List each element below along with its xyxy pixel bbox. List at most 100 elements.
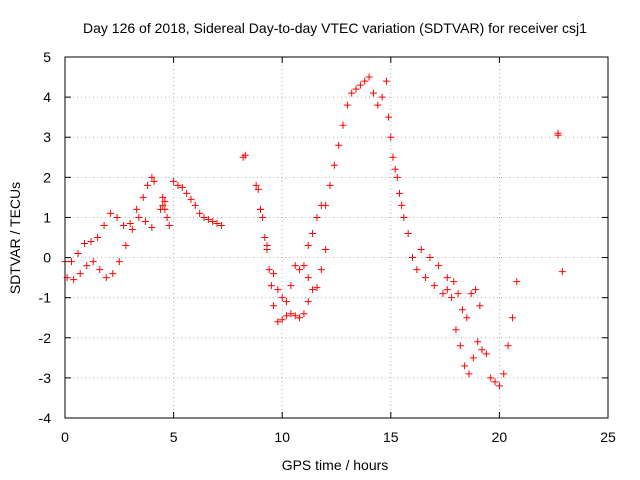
data-point (491, 378, 499, 386)
y-tick-label: 2 (43, 169, 51, 185)
data-point (89, 258, 97, 266)
axis-ticks: 0 5 10 15 20 25 -4 -3 -2 -1 0 1 2 3 4 5 (39, 49, 616, 445)
data-point (148, 173, 156, 181)
data-points (61, 73, 566, 390)
data-point (472, 286, 480, 294)
y-tick-label: 0 (43, 250, 51, 266)
data-point (400, 213, 408, 221)
data-point (102, 274, 110, 282)
data-point (463, 314, 471, 322)
data-point (309, 229, 317, 237)
data-point (313, 213, 321, 221)
data-point (161, 197, 169, 205)
data-point (165, 221, 173, 229)
series-descent-17-20h (443, 278, 521, 390)
x-axis-label: GPS time / hours (282, 457, 389, 473)
data-point (398, 201, 406, 209)
data-point (283, 298, 291, 306)
data-point (361, 77, 369, 85)
data-point (304, 242, 312, 250)
data-point (122, 242, 130, 250)
data-point (465, 370, 473, 378)
data-point (94, 234, 102, 241)
data-point (287, 310, 295, 318)
data-point (274, 286, 282, 294)
data-point (159, 201, 167, 209)
data-point (343, 101, 351, 109)
data-point (300, 310, 308, 318)
data-point (365, 73, 373, 81)
data-point (461, 362, 469, 370)
data-point (213, 219, 221, 227)
y-tick-label: -2 (39, 330, 52, 346)
data-point (326, 181, 334, 189)
data-point (267, 282, 275, 290)
data-point (467, 290, 475, 298)
data-point (113, 213, 121, 221)
data-point (261, 234, 269, 241)
data-point (100, 221, 108, 229)
data-point (270, 270, 278, 278)
data-point (304, 274, 312, 282)
data-point (141, 217, 149, 225)
data-point (558, 268, 566, 276)
data-point (83, 262, 91, 270)
series-track-9-12h-b (256, 205, 330, 306)
y-tick-label: 1 (43, 209, 51, 225)
data-point (74, 250, 82, 258)
data-point (259, 213, 267, 221)
data-point (209, 217, 217, 225)
data-point (150, 177, 158, 185)
data-point (183, 189, 191, 197)
x-tick-label: 25 (600, 429, 616, 445)
data-point (161, 205, 169, 213)
grid-lines (65, 57, 608, 418)
data-point (252, 181, 260, 189)
data-point (487, 374, 495, 382)
data-point (404, 229, 412, 237)
data-point (115, 258, 123, 266)
data-point (500, 370, 508, 378)
data-point (254, 185, 262, 193)
data-point (389, 153, 397, 161)
data-point (174, 181, 182, 189)
data-point (81, 240, 89, 248)
data-point (107, 209, 115, 217)
data-point (217, 221, 225, 229)
data-point (270, 302, 278, 310)
data-point (448, 294, 456, 302)
data-point (417, 246, 425, 254)
data-point (322, 246, 330, 254)
series-lower-track-early (63, 213, 156, 284)
data-point (300, 262, 308, 270)
data-point (452, 326, 460, 334)
data-point (196, 209, 204, 217)
x-tick-label: 10 (274, 429, 290, 445)
data-point (274, 318, 282, 326)
data-point (296, 266, 304, 274)
data-point (163, 213, 171, 221)
data-point (476, 302, 484, 310)
data-point (348, 89, 356, 97)
y-tick-label: -4 (39, 410, 52, 426)
data-point (422, 274, 430, 282)
data-point (309, 286, 317, 294)
x-tick-label: 20 (492, 429, 508, 445)
data-point (382, 77, 390, 85)
data-point (443, 286, 451, 294)
data-point (322, 201, 330, 209)
data-point (474, 338, 482, 346)
x-tick-label: 15 (383, 429, 399, 445)
y-axis-label: SDTVAR / TECUs (7, 182, 23, 294)
data-point (378, 93, 386, 101)
data-point (387, 133, 395, 141)
data-point (68, 258, 76, 266)
data-point (291, 262, 299, 270)
data-point (128, 225, 136, 233)
data-point (170, 177, 178, 185)
data-point (109, 270, 117, 278)
data-point (454, 290, 462, 298)
data-point (513, 278, 521, 286)
y-tick-label: -3 (39, 370, 52, 386)
data-point (126, 219, 134, 227)
